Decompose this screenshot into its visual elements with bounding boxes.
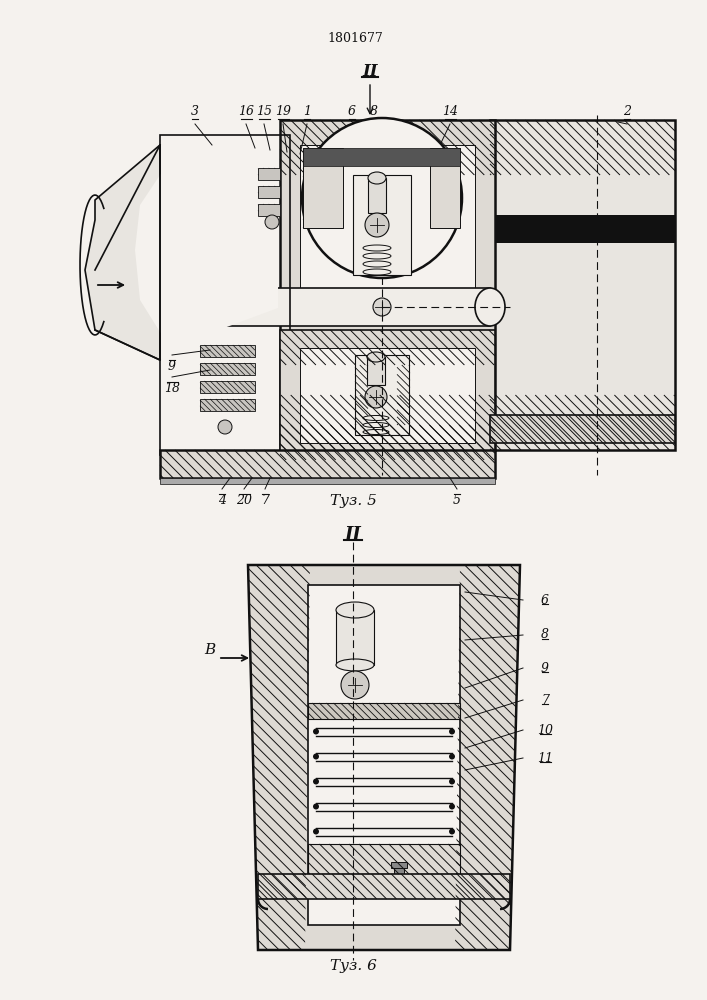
- Bar: [303, 148, 343, 228]
- Bar: [258, 204, 280, 216]
- Bar: [368, 178, 386, 213]
- Circle shape: [313, 828, 319, 834]
- Bar: [336, 610, 374, 665]
- Circle shape: [449, 778, 455, 784]
- Text: 6: 6: [541, 593, 549, 606]
- Text: 11: 11: [537, 752, 553, 764]
- Bar: [200, 345, 255, 357]
- Circle shape: [449, 828, 455, 834]
- Text: 8: 8: [541, 629, 549, 642]
- Text: 7: 7: [541, 694, 549, 706]
- Bar: [280, 330, 495, 460]
- Text: II: II: [344, 526, 361, 544]
- Bar: [308, 703, 460, 719]
- Circle shape: [302, 118, 462, 278]
- Bar: [160, 450, 495, 478]
- Circle shape: [313, 754, 319, 760]
- Bar: [308, 585, 460, 925]
- Bar: [258, 874, 510, 899]
- Ellipse shape: [168, 288, 204, 326]
- Text: II: II: [362, 64, 378, 81]
- Bar: [490, 120, 675, 450]
- Bar: [490, 215, 675, 243]
- Bar: [353, 175, 411, 275]
- Bar: [186, 288, 490, 326]
- Ellipse shape: [475, 288, 505, 326]
- Text: 2: 2: [623, 105, 631, 118]
- Bar: [200, 399, 255, 411]
- Text: Τуз. 5: Τуз. 5: [329, 494, 376, 508]
- Bar: [430, 148, 460, 228]
- Bar: [200, 381, 255, 393]
- Circle shape: [218, 420, 232, 434]
- Polygon shape: [85, 145, 160, 360]
- Text: 8: 8: [370, 105, 378, 118]
- Ellipse shape: [336, 602, 374, 618]
- Text: 1: 1: [303, 105, 311, 118]
- Polygon shape: [135, 160, 278, 348]
- Text: 20: 20: [236, 494, 252, 507]
- Bar: [394, 866, 404, 881]
- Circle shape: [313, 728, 319, 734]
- Circle shape: [265, 215, 279, 229]
- Text: 3: 3: [191, 105, 199, 118]
- Circle shape: [365, 213, 389, 237]
- Bar: [258, 168, 280, 180]
- Bar: [280, 120, 495, 450]
- Text: 7: 7: [261, 494, 269, 507]
- Text: 15: 15: [256, 105, 272, 118]
- Bar: [308, 844, 460, 874]
- Text: 10: 10: [537, 724, 553, 736]
- Text: 4: 4: [218, 494, 226, 507]
- Circle shape: [365, 386, 387, 408]
- Text: 18: 18: [164, 382, 180, 395]
- Bar: [258, 186, 280, 198]
- Bar: [303, 148, 460, 166]
- Circle shape: [313, 804, 319, 810]
- Text: 1801677: 1801677: [327, 31, 383, 44]
- Circle shape: [313, 778, 319, 784]
- Text: 5: 5: [453, 494, 461, 507]
- Text: 16: 16: [238, 105, 254, 118]
- Polygon shape: [248, 565, 520, 950]
- Ellipse shape: [368, 172, 386, 184]
- Bar: [200, 363, 255, 375]
- Ellipse shape: [367, 352, 385, 362]
- Text: 14: 14: [442, 105, 458, 118]
- Text: Τуз. 6: Τуз. 6: [329, 959, 376, 973]
- Bar: [160, 478, 495, 484]
- Circle shape: [373, 298, 391, 316]
- Bar: [355, 355, 409, 435]
- Bar: [490, 415, 675, 443]
- Ellipse shape: [336, 659, 374, 671]
- Text: 9: 9: [168, 360, 176, 373]
- Text: 6: 6: [348, 105, 356, 118]
- Bar: [391, 862, 407, 868]
- Circle shape: [341, 671, 369, 699]
- Bar: [300, 348, 475, 443]
- Circle shape: [449, 804, 455, 810]
- Bar: [300, 145, 475, 300]
- Text: B: B: [204, 643, 216, 657]
- Bar: [367, 357, 385, 385]
- Text: 19: 19: [275, 105, 291, 118]
- Text: 9: 9: [541, 662, 549, 674]
- Circle shape: [449, 754, 455, 760]
- Circle shape: [449, 728, 455, 734]
